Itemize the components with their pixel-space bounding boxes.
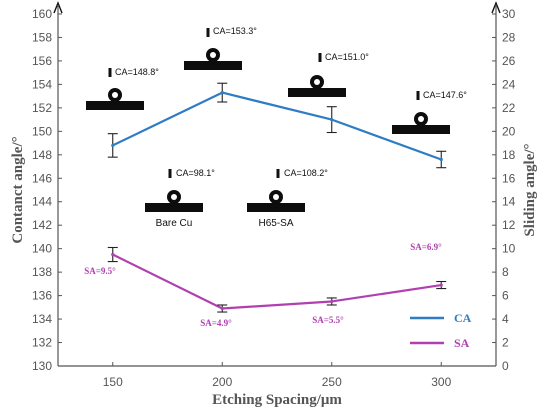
sa-annotation: SA=6.9° xyxy=(410,242,442,252)
x-tick-label: 250 xyxy=(322,375,342,389)
y-right-tick-label: 28 xyxy=(502,30,516,44)
reference-sample-2-substrate-icon xyxy=(247,203,305,212)
y-right-tick-label: 18 xyxy=(502,148,516,162)
y-right-tick-label: 14 xyxy=(502,195,516,209)
reference-sample-label: Bare Cu xyxy=(156,218,193,229)
y-axis-right-title: Sliding angle/° xyxy=(522,143,538,236)
reference-ca-annotation: CA=108.2° xyxy=(284,168,328,178)
y-left-tick-label: 160 xyxy=(32,7,52,21)
y-right-tick-label: 20 xyxy=(502,124,516,138)
sa-annotation: SA=4.9° xyxy=(200,318,232,328)
y-axis-right-arrow-icon xyxy=(491,1,501,14)
y-left-tick-label: 158 xyxy=(32,30,52,44)
x-axis-title: Etching Spacing/μm xyxy=(212,392,342,408)
ca-sample-4-substrate-icon xyxy=(392,125,450,134)
data-point-ca xyxy=(111,143,115,148)
ca-sample-2-droplet-highlight-icon xyxy=(210,52,216,58)
legend-label-sa: SA xyxy=(454,336,470,350)
y-right-tick-label: 6 xyxy=(502,289,509,303)
series-line-sa xyxy=(112,253,442,310)
y-left-tick-label: 140 xyxy=(32,242,52,256)
x-tick-label: 150 xyxy=(103,375,123,389)
reference-sample-1-droplet-highlight-icon xyxy=(171,194,177,200)
y-left-tick-label: 142 xyxy=(32,218,52,232)
reference-ca-annotation: CA=98.1° xyxy=(176,168,215,178)
y-left-tick-label: 136 xyxy=(32,289,52,303)
sa-annotation: SA=5.5° xyxy=(312,315,344,325)
ca-annotation: CA=148.8° xyxy=(115,67,159,77)
y-right-tick-label: 10 xyxy=(502,242,516,256)
x-tick-label: 200 xyxy=(212,375,232,389)
y-left-tick-label: 144 xyxy=(32,195,52,209)
y-axis-left-title: Contanct angle/° xyxy=(10,136,26,243)
ca-sample-1-substrate-icon xyxy=(86,101,144,110)
data-point-sa xyxy=(111,252,115,257)
ca-sample-2-substrate-icon xyxy=(184,61,242,70)
x-tick-label: 300 xyxy=(431,375,451,389)
reference-sample-2-droplet-highlight-icon xyxy=(273,194,279,200)
ca-annotation: CA=147.6° xyxy=(423,90,467,100)
ca-sample-4-droplet-highlight-icon xyxy=(418,116,424,122)
y-left-tick-label: 152 xyxy=(32,101,52,115)
ca-annotation: CA=151.0° xyxy=(325,52,369,62)
y-left-tick-label: 146 xyxy=(32,171,52,185)
y-right-tick-label: 22 xyxy=(502,101,516,115)
data-point-ca xyxy=(439,157,443,162)
data-point-sa xyxy=(220,306,224,311)
y-right-tick-label: 30 xyxy=(502,7,516,21)
y-axis-left-arrow-icon xyxy=(53,1,63,14)
y-left-tick-label: 138 xyxy=(32,265,52,279)
ca-marker-icon xyxy=(318,53,322,62)
y-left-tick-label: 132 xyxy=(32,336,52,350)
legend-label-ca: CA xyxy=(454,311,472,325)
reference-ca-marker-icon xyxy=(276,169,280,178)
ca-sample-3-substrate-icon xyxy=(288,88,346,97)
ca-sample-3-droplet-highlight-icon xyxy=(314,79,320,85)
y-right-tick-label: 2 xyxy=(502,336,509,350)
y-right-tick-label: 12 xyxy=(502,218,516,232)
y-left-tick-label: 154 xyxy=(32,77,52,91)
y-right-tick-label: 0 xyxy=(502,359,509,373)
ca-annotation: CA=153.3° xyxy=(213,26,257,36)
y-left-tick-label: 134 xyxy=(32,312,52,326)
ca-marker-icon xyxy=(108,68,112,77)
data-point-ca xyxy=(330,118,334,122)
ca-marker-icon xyxy=(206,28,210,37)
y-right-tick-label: 16 xyxy=(502,171,516,185)
reference-sample-1-substrate-icon xyxy=(145,203,203,212)
y-left-tick-label: 150 xyxy=(32,124,52,138)
y-left-tick-label: 130 xyxy=(32,359,52,373)
y-right-tick-label: 4 xyxy=(502,312,509,326)
data-point-sa xyxy=(330,299,334,304)
y-left-tick-label: 148 xyxy=(32,148,52,162)
data-point-sa xyxy=(439,283,443,287)
y-right-tick-label: 26 xyxy=(502,54,516,68)
y-left-tick-label: 156 xyxy=(32,54,52,68)
reference-ca-marker-icon xyxy=(168,169,172,178)
y-right-tick-label: 8 xyxy=(502,265,509,279)
ca-sample-1-droplet-highlight-icon xyxy=(112,92,118,98)
sa-annotation: SA=9.5° xyxy=(84,266,116,276)
ca-marker-icon xyxy=(416,91,420,100)
series-line-ca xyxy=(112,91,442,161)
data-point-ca xyxy=(220,91,224,95)
y-right-tick-label: 24 xyxy=(502,77,516,91)
reference-sample-label: H65-SA xyxy=(258,218,293,229)
